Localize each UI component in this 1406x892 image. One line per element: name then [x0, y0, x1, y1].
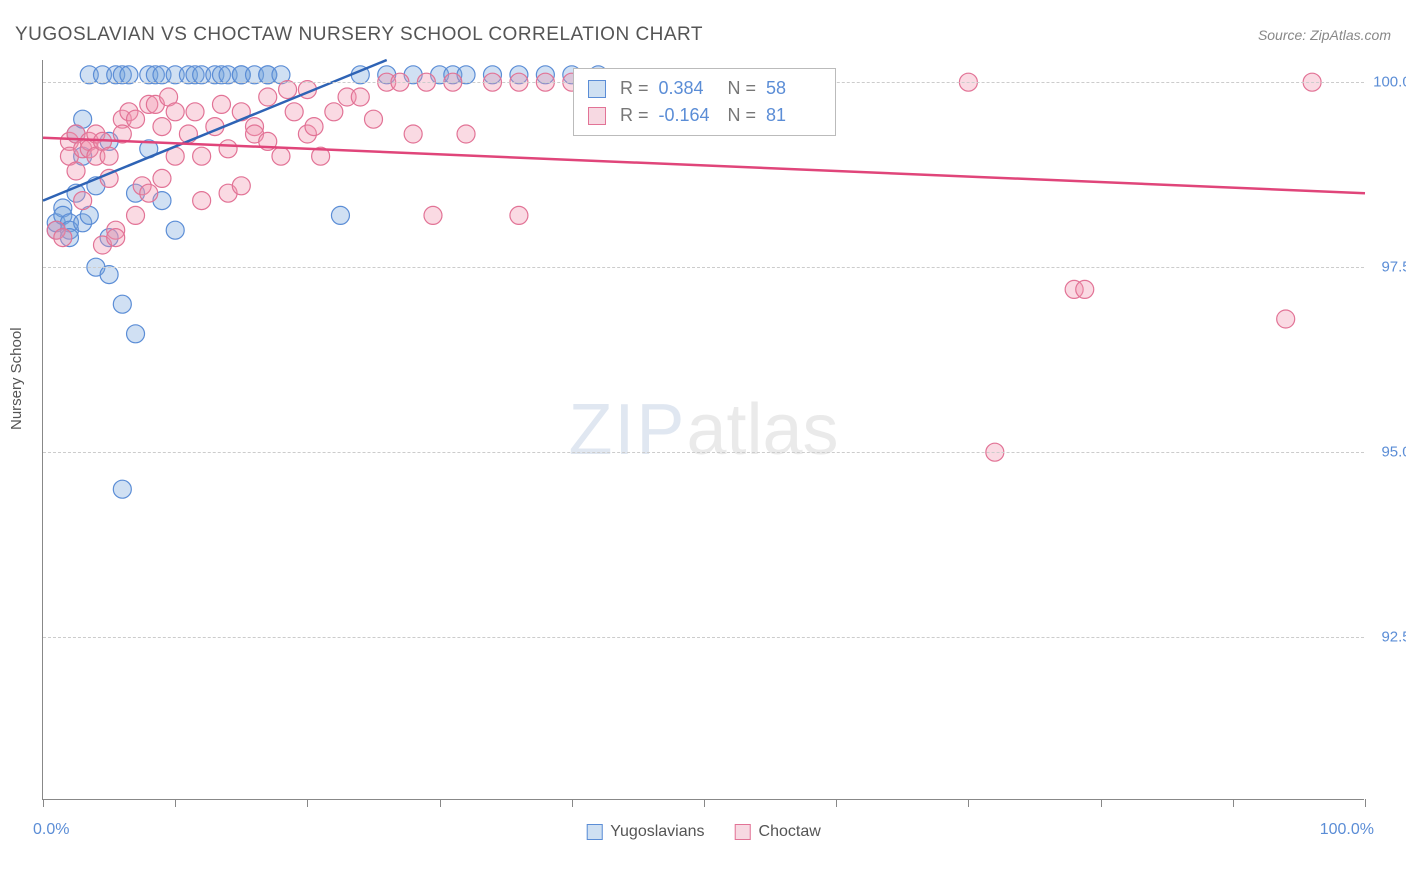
stats-r-label: R =: [620, 75, 649, 102]
legend-label: Choctaw: [759, 823, 821, 841]
legend: Yugoslavians Choctaw: [586, 823, 821, 841]
y-tick-label: 92.5%: [1369, 629, 1406, 646]
data-point: [140, 184, 158, 202]
y-tick-label: 95.0%: [1369, 444, 1406, 461]
stats-box: R = 0.384 N = 58 R = -0.164 N = 81: [573, 68, 836, 136]
data-point: [113, 480, 131, 498]
stats-r-value: 0.384: [659, 75, 714, 102]
x-tick: [307, 799, 308, 807]
legend-item: Choctaw: [735, 823, 821, 841]
stats-n-value: 81: [766, 102, 821, 129]
data-point: [127, 325, 145, 343]
y-axis-label: Nursery School: [8, 327, 25, 430]
stats-n-label: N =: [728, 102, 757, 129]
data-point: [74, 192, 92, 210]
data-point: [219, 140, 237, 158]
data-point: [331, 206, 349, 224]
x-tick: [1365, 799, 1366, 807]
data-point: [100, 266, 118, 284]
scatter-svg: [43, 60, 1364, 799]
legend-item: Yugoslavians: [586, 823, 704, 841]
stats-row: R = 0.384 N = 58: [588, 75, 821, 102]
data-point: [127, 206, 145, 224]
x-axis-min-label: 0.0%: [33, 821, 69, 839]
data-point: [120, 66, 138, 84]
data-point: [232, 177, 250, 195]
x-tick: [968, 799, 969, 807]
data-point: [212, 95, 230, 113]
data-point: [166, 103, 184, 121]
data-point: [305, 118, 323, 136]
y-tick-label: 97.5%: [1369, 259, 1406, 276]
source-label: Source: ZipAtlas.com: [1258, 27, 1391, 43]
data-point: [193, 147, 211, 165]
x-tick: [440, 799, 441, 807]
x-tick: [572, 799, 573, 807]
data-point: [127, 110, 145, 128]
stats-n-label: N =: [728, 75, 757, 102]
legend-swatch-icon: [735, 824, 751, 840]
stats-row: R = -0.164 N = 81: [588, 102, 821, 129]
x-tick: [1233, 799, 1234, 807]
x-tick: [836, 799, 837, 807]
chart-plot-area: ZIPatlas 92.5%95.0%97.5%100.0% 0.0% 100.…: [42, 60, 1364, 800]
data-point: [325, 103, 343, 121]
x-tick: [1101, 799, 1102, 807]
legend-swatch-icon: [586, 824, 602, 840]
y-tick-label: 100.0%: [1369, 74, 1406, 91]
data-point: [510, 206, 528, 224]
data-point: [153, 169, 171, 187]
data-point: [100, 147, 118, 165]
data-point: [153, 118, 171, 136]
data-point: [54, 229, 72, 247]
x-tick: [175, 799, 176, 807]
data-point: [186, 103, 204, 121]
data-point: [272, 147, 290, 165]
stats-n-value: 58: [766, 75, 821, 102]
data-point: [166, 221, 184, 239]
data-point: [1076, 280, 1094, 298]
x-axis-max-label: 100.0%: [1320, 821, 1374, 839]
x-tick: [704, 799, 705, 807]
data-point: [404, 125, 422, 143]
data-point: [259, 88, 277, 106]
data-point: [1277, 310, 1295, 328]
legend-label: Yugoslavians: [610, 823, 704, 841]
stats-swatch-icon: [588, 80, 606, 98]
data-point: [67, 162, 85, 180]
data-point: [285, 103, 303, 121]
stats-r-label: R =: [620, 102, 649, 129]
data-point: [113, 295, 131, 313]
data-point: [351, 88, 369, 106]
data-point: [193, 192, 211, 210]
gridline: [43, 637, 1364, 638]
chart-title: YUGOSLAVIAN VS CHOCTAW NURSERY SCHOOL CO…: [15, 24, 703, 46]
data-point: [424, 206, 442, 224]
data-point: [457, 125, 475, 143]
data-point: [107, 229, 125, 247]
gridline: [43, 452, 1364, 453]
gridline: [43, 267, 1364, 268]
stats-r-value: -0.164: [659, 102, 714, 129]
data-point: [365, 110, 383, 128]
data-point: [279, 81, 297, 99]
stats-swatch-icon: [588, 107, 606, 125]
x-tick: [43, 799, 44, 807]
